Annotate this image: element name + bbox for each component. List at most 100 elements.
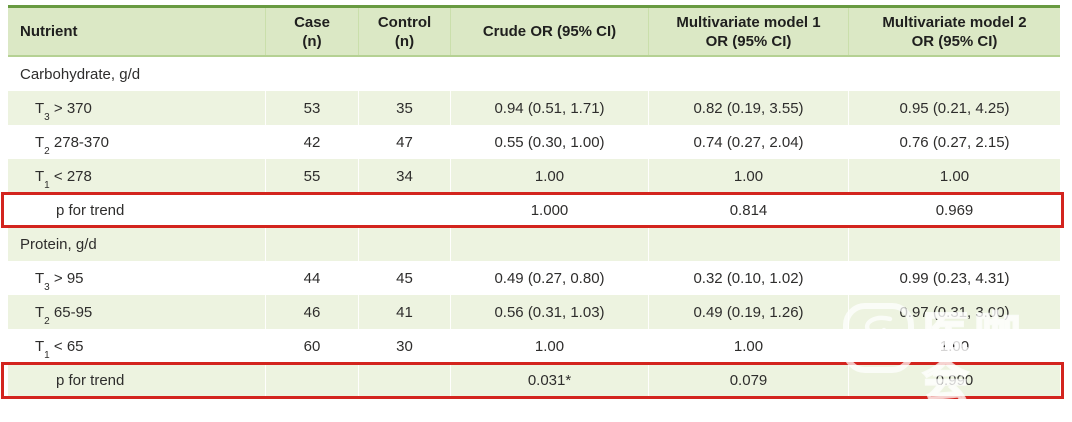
model1-or-cell: 1.00 (648, 159, 848, 193)
control-cell (358, 193, 450, 227)
tertile-range: 278-370 (49, 133, 109, 151)
case-cell: 55 (265, 159, 358, 193)
p-trend-label: p for trend (56, 201, 125, 219)
model2-or-cell: 1.00 (848, 159, 1060, 193)
case-cell: 46 (265, 295, 358, 329)
model1-or-cell: 0.74 (0.27, 2.04) (648, 125, 848, 159)
case-cell (265, 57, 358, 91)
crude-or-cell: 1.00 (450, 159, 648, 193)
model2-or-cell: 0.95 (0.21, 4.25) (848, 91, 1060, 125)
header-line: Multivariate model 2 (882, 13, 1027, 31)
category-label: Carbohydrate, g/d (20, 65, 141, 83)
control-cell (358, 227, 450, 261)
mediceo-logo-icon (843, 303, 915, 373)
model2-or-cell: 0.990 (848, 363, 1060, 397)
header-line: Control (377, 13, 432, 31)
tertile-range: 65-95 (49, 303, 93, 321)
model2-or-cell: 0.969 (848, 193, 1060, 227)
p-trend-label: p for trend (56, 371, 125, 389)
tertile-label: T (35, 99, 45, 117)
case-cell (265, 193, 358, 227)
tertile-range: > 370 (49, 99, 92, 117)
case-cell: 53 (265, 91, 358, 125)
control-cell: 45 (358, 261, 450, 295)
model1-or-cell (648, 227, 848, 261)
header-line: Nutrient (20, 23, 78, 40)
tertile-label: T (35, 269, 45, 287)
case-cell: 42 (265, 125, 358, 159)
category-label: Protein, g/d (20, 235, 97, 253)
header-line: OR (95% CI) (705, 32, 792, 50)
crude-or-cell: 1.00 (450, 329, 648, 363)
watermark: 医咖会 MEDIECO GROUP (843, 303, 1072, 422)
header-line: Crude OR (95% CI) (482, 23, 617, 40)
nutrient-cell: p for trend (8, 363, 265, 397)
model1-or-cell: 0.814 (648, 193, 848, 227)
tertile-label: T (35, 337, 45, 355)
case-cell (265, 363, 358, 397)
crude-or-cell: 0.94 (0.51, 1.71) (450, 91, 648, 125)
model2-or-cell: 0.99 (0.23, 4.31) (848, 261, 1060, 295)
category-row-carbohydrate: Carbohydrate, g/d (8, 57, 1060, 91)
watermark-en-text: MEDIECO GROUP (922, 407, 1067, 422)
crude-or-cell (450, 57, 648, 91)
crude-or-cell: 1.000 (450, 193, 648, 227)
model2-or-cell (848, 227, 1060, 261)
header-control: Control (n) (358, 8, 450, 55)
tertile-range: < 278 (49, 167, 92, 185)
control-cell: 47 (358, 125, 450, 159)
header-case: Case (n) (265, 8, 358, 55)
category-row-protein: Protein, g/d (8, 227, 1060, 261)
nutrient-cell: p for trend (8, 193, 265, 227)
crude-or-cell (450, 227, 648, 261)
table-header-row: Nutrient Case (n) Control (n) Crude OR (… (8, 8, 1060, 57)
control-cell (358, 363, 450, 397)
crude-or-cell: 0.031* (450, 363, 648, 397)
tertile-label: T (35, 133, 45, 151)
header-line: Multivariate model 1 (676, 13, 821, 31)
header-nutrient: Nutrient (8, 8, 265, 55)
model1-or-cell: 0.32 (0.10, 1.02) (648, 261, 848, 295)
p-for-trend-row-carbohydrate: p for trend 1.000 0.814 0.969 (8, 193, 1060, 227)
watermark-cn-text: 医咖会 (921, 308, 1027, 406)
header-line: (n) (394, 32, 415, 50)
case-cell: 60 (265, 329, 358, 363)
model1-or-cell: 0.49 (0.19, 1.26) (648, 295, 848, 329)
tertile-range: < 65 (49, 337, 84, 355)
model1-or-cell (648, 57, 848, 91)
model2-or-cell: 0.76 (0.27, 2.15) (848, 125, 1060, 159)
header-multivariate-model-2: Multivariate model 2 OR (95% CI) (848, 8, 1060, 55)
control-cell: 35 (358, 91, 450, 125)
control-cell: 41 (358, 295, 450, 329)
control-cell: 30 (358, 329, 450, 363)
case-cell: 44 (265, 261, 358, 295)
nutrient-cell: Carbohydrate, g/d (8, 57, 265, 91)
control-cell (358, 57, 450, 91)
header-line: Case (294, 13, 330, 31)
header-line: (n) (302, 32, 322, 50)
case-cell (265, 227, 358, 261)
nutrient-or-table: Nutrient Case (n) Control (n) Crude OR (… (8, 5, 1060, 397)
crude-or-cell: 0.56 (0.31, 1.03) (450, 295, 648, 329)
header-multivariate-model-1: Multivariate model 1 OR (95% CI) (648, 8, 848, 55)
tertile-range: > 95 (49, 269, 84, 287)
crude-or-cell: 0.55 (0.30, 1.00) (450, 125, 648, 159)
mediceo-logo-glyph (864, 315, 892, 362)
crude-or-cell: 0.49 (0.27, 0.80) (450, 261, 648, 295)
watermark-text-block: 医咖会 MEDIECO GROUP (921, 308, 1072, 422)
header-crude-or: Crude OR (95% CI) (450, 8, 648, 55)
model1-or-cell: 0.82 (0.19, 3.55) (648, 91, 848, 125)
p-for-trend-row-protein: p for trend 0.031* 0.079 0.990 (8, 363, 1060, 397)
tertile-label: T (35, 167, 45, 185)
